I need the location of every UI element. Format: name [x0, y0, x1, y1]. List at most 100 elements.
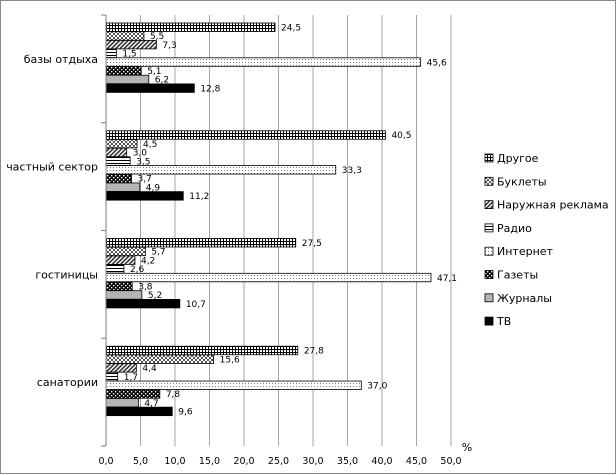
bar-интернет — [105, 272, 432, 283]
data-label: 5,5 — [150, 32, 164, 42]
legend-label-тв: ТВ — [496, 315, 511, 328]
bar-тв — [105, 191, 184, 201]
bar-газеты — [105, 389, 161, 399]
bar-тв — [105, 298, 181, 309]
bar-интернет — [105, 57, 422, 67]
data-label: 7,3 — [162, 41, 176, 51]
data-label: 15,6 — [220, 355, 240, 365]
bar-буклеты — [105, 31, 145, 41]
data-label: 3,0 — [133, 149, 148, 159]
legend-label-газеты: Газеты — [497, 269, 538, 282]
bar-журналы — [105, 290, 143, 300]
legend-label-радио: Радио — [497, 222, 532, 235]
legend-label-наружная-реклама: Наружная реклама — [497, 199, 609, 212]
data-label: 11,2 — [189, 192, 209, 202]
bar-радио — [105, 264, 125, 274]
bar-радио — [105, 156, 131, 166]
legend-swatch-радио — [484, 223, 494, 233]
bar-журналы — [105, 398, 139, 408]
legend-swatch-буклеты — [484, 176, 494, 186]
data-label: 4,4 — [142, 364, 157, 374]
legend-label-буклеты: Буклеты — [497, 175, 547, 188]
legend-swatch-газеты — [484, 270, 494, 279]
data-label: 33,3 — [342, 166, 362, 176]
data-label: 1,7 — [124, 373, 138, 383]
legend-label-интернет: Интернет — [497, 245, 554, 258]
data-label: 2,6 — [130, 265, 145, 275]
category-label: гостиницы — [35, 268, 98, 281]
data-label: 40,5 — [391, 131, 411, 141]
data-label: 27,8 — [304, 347, 324, 357]
bar-другое — [105, 130, 386, 140]
bar-интернет — [105, 165, 337, 175]
data-label: 5,1 — [147, 67, 161, 77]
bar-газеты — [105, 66, 142, 76]
data-label: 37,0 — [367, 382, 387, 392]
data-label: 24,5 — [281, 23, 301, 33]
bar-буклеты — [105, 354, 215, 364]
x-tick-label: 35,0 — [337, 456, 358, 467]
bar-тв — [105, 83, 195, 93]
bars: 24,5 5,57,3 1,5 45,6 5,16,2 12,8 40,5 4,53,03,5… — [105, 22, 457, 418]
bar-другое — [105, 238, 297, 248]
bar-тв — [105, 406, 173, 417]
legend-label-журналы: Журналы — [497, 292, 552, 305]
legend-label-другое: Другое — [497, 152, 539, 165]
data-label: 1,5 — [122, 50, 136, 60]
x-tick-label: 30,0 — [302, 456, 323, 467]
bar-буклеты — [105, 246, 146, 257]
x-tick-label: 15,0 — [199, 456, 220, 467]
x-tick-label: 10,0 — [164, 456, 185, 467]
category-label: частный сектор — [6, 161, 98, 174]
x-tick-label: 20,0 — [233, 456, 254, 467]
bar-наружная-реклама — [105, 40, 157, 50]
legend-swatch-журналы — [484, 293, 494, 303]
bar-газеты — [105, 173, 132, 184]
x-tick-label: 5,0 — [133, 456, 148, 467]
bar-другое — [105, 345, 299, 356]
data-label: 3,8 — [138, 282, 153, 292]
axes: 0,0 5,0 10,0 15,0 20,0 25,0 30,0 35,0 40,0 45,0 50… — [6, 14, 472, 467]
bar-буклеты — [105, 139, 138, 149]
data-label: 45,6 — [427, 58, 447, 68]
data-label: 4,9 — [146, 183, 161, 193]
bar-наружная-реклама — [105, 255, 136, 265]
data-label: 4,7 — [144, 399, 158, 409]
x-tick-label: 50,0 — [440, 456, 461, 467]
data-label: 3,5 — [136, 157, 150, 167]
legend-swatch-наружная-реклама — [484, 200, 494, 210]
bar-наружная-реклама — [105, 363, 137, 373]
data-label: 4,5 — [143, 140, 157, 150]
data-label: 10,7 — [186, 300, 206, 310]
bar-радио — [105, 371, 119, 382]
data-label: 47,1 — [437, 274, 457, 284]
legend-swatch-тв — [484, 316, 494, 326]
data-label: 4,2 — [141, 256, 155, 266]
bar-интернет — [105, 380, 362, 390]
category-label: базы отдыха — [24, 53, 98, 66]
legend-swatch-другое — [484, 153, 494, 163]
data-label: 3,7 — [138, 175, 152, 185]
category-label: санатории — [37, 376, 98, 389]
bar-другое — [105, 22, 276, 32]
data-label: 5,7 — [151, 248, 165, 258]
data-label: 5,2 — [148, 291, 162, 301]
x-tick-label: 40,0 — [371, 456, 392, 467]
legend: Другое Буклеты Наружная реклама Радио Интерн… — [484, 152, 609, 328]
data-label: 12,8 — [200, 84, 220, 94]
data-label: 9,6 — [178, 408, 193, 418]
bar-наружная-реклама — [105, 147, 128, 158]
bar-журналы — [105, 182, 141, 192]
bar-газеты — [105, 281, 133, 291]
x-tick-label: 0,0 — [98, 456, 113, 467]
bar-журналы — [105, 74, 150, 85]
data-label: 27,5 — [302, 239, 322, 249]
legend-swatch-интернет — [484, 246, 494, 256]
x-tick-label: 45,0 — [406, 456, 427, 467]
data-label: 7,8 — [166, 390, 181, 400]
x-unit-label: % — [462, 441, 472, 454]
x-tick-label: 25,0 — [268, 456, 289, 467]
bar-радио — [105, 48, 117, 58]
